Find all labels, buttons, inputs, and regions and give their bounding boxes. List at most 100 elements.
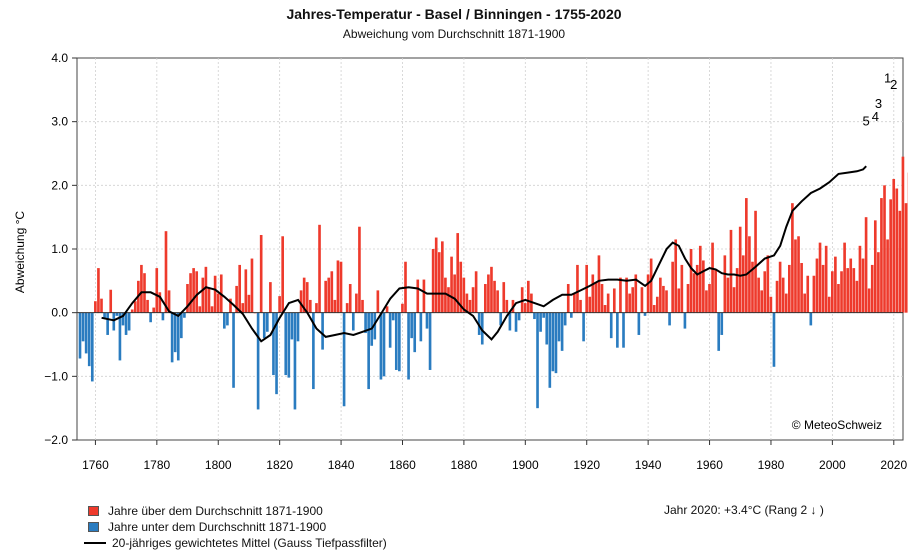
bar-below bbox=[717, 313, 720, 351]
line-swatch-icon bbox=[84, 542, 106, 544]
bar-above bbox=[527, 281, 530, 313]
bar-above bbox=[423, 280, 426, 313]
bar-below bbox=[616, 313, 619, 348]
legend-item-below: Jahre unter dem Durchschnitt 1871-1900 bbox=[88, 519, 387, 535]
bar-above bbox=[309, 300, 312, 313]
bar-below bbox=[88, 313, 91, 366]
bar-below bbox=[549, 313, 552, 388]
bar-above bbox=[705, 290, 708, 312]
y-tick-label: 0.0 bbox=[51, 306, 68, 320]
bar-below bbox=[174, 313, 177, 352]
bar-above bbox=[889, 199, 892, 312]
y-tick-label: 3.0 bbox=[51, 115, 68, 129]
bar-above bbox=[687, 284, 690, 313]
bar-above bbox=[140, 265, 143, 313]
bar-above bbox=[318, 225, 321, 313]
bar-below bbox=[149, 313, 152, 323]
bar-above bbox=[601, 284, 604, 313]
bar-above bbox=[699, 246, 702, 313]
bar-below bbox=[162, 313, 165, 321]
bar-above bbox=[806, 276, 809, 313]
bar-above bbox=[625, 278, 628, 313]
bar-above bbox=[208, 288, 211, 312]
bar-below bbox=[558, 313, 561, 342]
bar-above bbox=[248, 295, 251, 313]
bar-above bbox=[776, 281, 779, 313]
bar-above bbox=[822, 265, 825, 313]
bar-below bbox=[561, 313, 564, 351]
bar-above bbox=[487, 274, 490, 312]
bar-below bbox=[392, 313, 395, 321]
bar-above bbox=[475, 271, 478, 312]
bar-above bbox=[576, 265, 579, 313]
bar-below bbox=[684, 313, 687, 329]
bar-above bbox=[895, 189, 898, 313]
bar-above bbox=[659, 278, 662, 313]
x-tick-label: 2000 bbox=[819, 458, 846, 472]
bar-above bbox=[779, 262, 782, 313]
bar-below bbox=[555, 313, 558, 373]
bar-below bbox=[343, 313, 346, 407]
bar-above bbox=[871, 265, 874, 313]
bar-above bbox=[152, 308, 155, 313]
bar-above bbox=[868, 288, 871, 312]
bar-above bbox=[883, 185, 886, 312]
bar-above bbox=[665, 290, 668, 312]
bar-above bbox=[447, 287, 450, 312]
x-tick-label: 1960 bbox=[696, 458, 723, 472]
bar-below bbox=[125, 313, 128, 335]
bar-above bbox=[739, 227, 742, 313]
bar-below bbox=[287, 313, 290, 378]
bar-above bbox=[349, 284, 352, 313]
bar-below bbox=[380, 313, 383, 380]
bar-below bbox=[582, 313, 585, 342]
bar-above bbox=[702, 260, 705, 312]
bar-above bbox=[803, 294, 806, 313]
bar-above bbox=[315, 303, 318, 313]
bar-above bbox=[484, 284, 487, 313]
bar-above bbox=[595, 282, 598, 313]
bar-above bbox=[785, 294, 788, 313]
bar-above bbox=[754, 211, 757, 313]
rank-annotation: 2 bbox=[890, 77, 897, 92]
bar-above bbox=[337, 260, 340, 312]
bar-above bbox=[281, 236, 284, 312]
bar-above bbox=[819, 243, 822, 313]
x-tick-label: 1940 bbox=[635, 458, 662, 472]
bar-above bbox=[837, 284, 840, 313]
bar-above bbox=[588, 297, 591, 313]
rank-annotation: 5 bbox=[863, 113, 870, 128]
bar-above bbox=[724, 255, 727, 312]
bar-below bbox=[720, 313, 723, 335]
bar-below bbox=[389, 313, 392, 348]
bar-above bbox=[899, 211, 902, 313]
bar-above bbox=[671, 262, 674, 313]
bar-above bbox=[324, 281, 327, 313]
bar-above bbox=[831, 271, 834, 312]
bar-below bbox=[266, 313, 269, 332]
bar-above bbox=[631, 287, 634, 312]
bar-below bbox=[515, 313, 518, 332]
x-tick-label: 2020 bbox=[880, 458, 907, 472]
bar-below bbox=[810, 313, 813, 326]
bar-above bbox=[757, 278, 760, 313]
bar-above bbox=[745, 198, 748, 313]
bar-above bbox=[306, 282, 309, 313]
x-tick-label: 1820 bbox=[266, 458, 293, 472]
bar-below bbox=[106, 313, 109, 335]
bar-below bbox=[383, 313, 386, 377]
bar-above bbox=[189, 273, 192, 312]
year-2020-note: Jahr 2020: +3.4°C (Rang 2 ↓ ) bbox=[664, 503, 824, 517]
bar-above bbox=[346, 303, 349, 313]
bar-above bbox=[690, 249, 693, 313]
bar-above bbox=[94, 301, 97, 312]
bar-above bbox=[856, 281, 859, 313]
bar-above bbox=[278, 296, 281, 313]
bar-above bbox=[155, 268, 158, 313]
bar-above bbox=[767, 255, 770, 312]
x-tick-label: 1800 bbox=[205, 458, 232, 472]
bar-above bbox=[662, 286, 665, 313]
bar-below bbox=[232, 313, 235, 388]
bar-above bbox=[202, 278, 205, 313]
